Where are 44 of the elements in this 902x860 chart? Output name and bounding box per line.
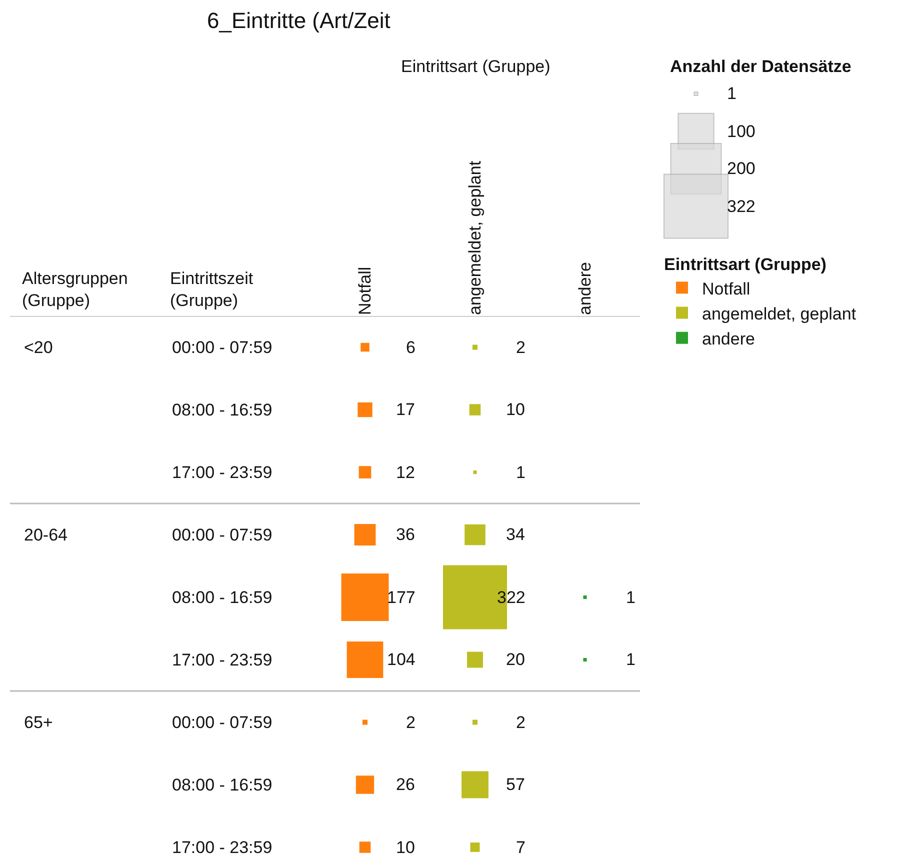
- x-tick-label: andere: [576, 262, 595, 315]
- y-tick-label: 08:00 - 16:59: [172, 588, 272, 608]
- x-tick-label: angemeldet, geplant: [466, 160, 485, 315]
- data-label: 12: [396, 463, 415, 482]
- text: 1: [727, 84, 736, 103]
- y-tick-label: 17:00 - 23:59: [172, 463, 272, 482]
- y2-axis-title: Altersgruppen (Gruppe): [22, 269, 128, 310]
- data-label: 17: [396, 400, 415, 419]
- data-label: 6: [406, 338, 416, 357]
- y-tick-label: 00:00 - 07:59: [172, 338, 272, 358]
- y-tick-label: 17:00 - 23:59: [172, 650, 272, 670]
- data-label: 10: [506, 400, 525, 419]
- text: 100: [727, 122, 756, 141]
- y2-tick-label: 65+: [24, 713, 53, 732]
- data-label: 2: [516, 338, 526, 357]
- y2-tick-label: <20: [24, 338, 53, 358]
- data-label: 10: [396, 838, 415, 857]
- data-label: 104: [387, 650, 416, 669]
- data-label: 1: [516, 463, 526, 482]
- legend-title: Eintrittsart (Gruppe): [664, 255, 826, 274]
- y-tick-label: 00:00 - 07:59: [172, 526, 272, 545]
- data-label: 34: [506, 525, 525, 544]
- y-tick-label: 00:00 - 07:59: [172, 713, 272, 732]
- y-tick-label: 17:00 - 23:59: [172, 838, 272, 858]
- y-tick-label: 08:00 - 16:59: [172, 400, 272, 420]
- data-label: 20: [506, 650, 525, 669]
- data-label: 57: [506, 775, 525, 794]
- y-tick-label: 08:00 - 16:59: [172, 776, 272, 795]
- y2-tick-label: 20-64: [24, 526, 68, 545]
- text: Anzahl der Datensätze: [670, 57, 852, 76]
- x-tick-label: Notfall: [356, 266, 375, 315]
- data-label: 2: [406, 713, 416, 732]
- data-label: 7: [516, 838, 526, 857]
- data-label: 1: [626, 650, 636, 669]
- data-label: 26: [396, 775, 415, 794]
- data-label: 2: [516, 713, 526, 732]
- data-label: 36: [396, 525, 415, 544]
- text: 322: [727, 197, 756, 216]
- chart-title: 6_Eintritte (Art/Zeit: [207, 8, 390, 33]
- category-label: andere: [702, 329, 755, 348]
- data-label: 1: [626, 588, 636, 607]
- x-axis-title: Eintrittsart (Gruppe): [401, 57, 550, 76]
- text: 200: [727, 159, 756, 178]
- y-axis-title: Eintrittszeit (Gruppe): [170, 269, 254, 310]
